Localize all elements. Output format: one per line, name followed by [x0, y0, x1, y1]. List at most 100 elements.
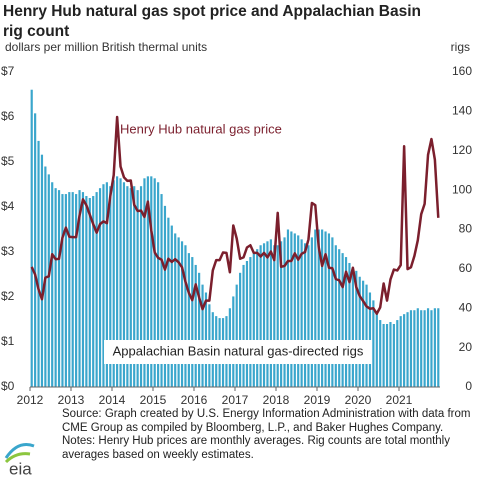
x-tick-label: 2013	[58, 393, 85, 407]
footnotes: Source: Graph created by U.S. Energy Inf…	[62, 408, 472, 462]
bar	[406, 312, 409, 387]
bar	[324, 231, 327, 387]
bar	[30, 89, 33, 387]
bar	[136, 190, 139, 387]
bar	[368, 292, 372, 387]
bar	[290, 231, 293, 387]
bar	[365, 284, 368, 387]
bar	[358, 276, 361, 387]
y2-tick-label: 120	[452, 143, 472, 157]
bar	[362, 280, 365, 387]
eia-logo: eia	[4, 443, 35, 478]
bar	[51, 182, 54, 387]
y2-tick-label: 60	[459, 261, 473, 275]
bar	[187, 253, 190, 387]
bar	[355, 270, 358, 387]
y2-tick-label: 0	[465, 379, 472, 393]
bar	[437, 308, 440, 387]
bar	[310, 237, 313, 387]
bar	[198, 272, 201, 387]
bar	[47, 174, 50, 387]
bar	[133, 186, 136, 387]
bar	[191, 257, 194, 387]
bar	[245, 261, 249, 387]
bar	[139, 186, 143, 387]
bar	[201, 284, 204, 387]
bar	[177, 237, 180, 387]
bar	[174, 233, 177, 387]
bar	[286, 229, 290, 387]
annotation-box	[104, 340, 372, 364]
bar	[280, 241, 283, 387]
x-tick-label: 2017	[222, 393, 249, 407]
bar	[413, 310, 416, 387]
bar	[160, 194, 163, 387]
bar	[385, 324, 389, 387]
bar	[375, 312, 378, 387]
bar	[61, 194, 64, 387]
bar	[54, 188, 57, 387]
chart-title: Henry Hub natural gas spot price and App…	[3, 3, 422, 40]
source: Source: Graph created by U.S. Energy Inf…	[62, 408, 471, 434]
bar	[102, 184, 105, 387]
bar	[321, 229, 324, 387]
bar	[273, 245, 276, 387]
bar	[307, 245, 310, 387]
bar	[157, 182, 160, 387]
bar	[341, 253, 344, 387]
bar	[351, 268, 354, 387]
y-tick-label: $6	[1, 109, 15, 123]
bar	[276, 245, 279, 387]
bar	[71, 192, 74, 387]
bar	[78, 190, 81, 387]
bar	[344, 257, 348, 387]
x-tick-label: 2012	[17, 393, 44, 407]
bar	[399, 316, 402, 387]
y2-axis-label: rigs	[451, 40, 470, 54]
bar	[92, 196, 95, 387]
x-tick-label: 2020	[345, 393, 372, 407]
line-annotation: Henry Hub natural gas price	[120, 121, 282, 136]
bar	[105, 182, 108, 387]
x-tick-label: 2018	[263, 393, 290, 407]
line	[30, 115, 440, 315]
bar	[239, 272, 242, 387]
bar	[269, 239, 272, 387]
bar	[146, 176, 149, 387]
x-tick-label: 2015	[140, 393, 167, 407]
bar	[170, 225, 173, 387]
x-tick-label: 2019	[304, 393, 331, 407]
bar	[327, 233, 331, 387]
bar	[283, 237, 286, 387]
y-tick-label: $1	[1, 334, 15, 348]
bar	[143, 178, 146, 387]
bar	[314, 229, 317, 387]
y2-tick-label: 160	[452, 64, 472, 78]
bar	[112, 180, 115, 387]
bar	[122, 182, 126, 387]
y2-tick-label: 80	[459, 222, 473, 236]
bar	[382, 324, 385, 387]
bar	[338, 249, 341, 387]
bar	[372, 300, 375, 387]
bar	[433, 308, 436, 387]
bar	[242, 264, 245, 387]
y2-tick-label: 40	[459, 300, 473, 314]
bar	[150, 176, 153, 387]
bar	[426, 308, 430, 387]
bar	[317, 229, 320, 387]
bar	[262, 243, 266, 387]
y-axis-label: dollars per million British thermal unit…	[5, 40, 207, 54]
bar	[40, 154, 44, 387]
bar	[129, 188, 132, 387]
bar	[297, 235, 300, 387]
bar	[204, 292, 208, 387]
bar	[396, 320, 399, 387]
bar	[252, 253, 255, 387]
bar	[184, 245, 187, 387]
y-tick-label: $4	[1, 199, 15, 213]
bar	[64, 194, 67, 387]
bar	[81, 192, 85, 387]
